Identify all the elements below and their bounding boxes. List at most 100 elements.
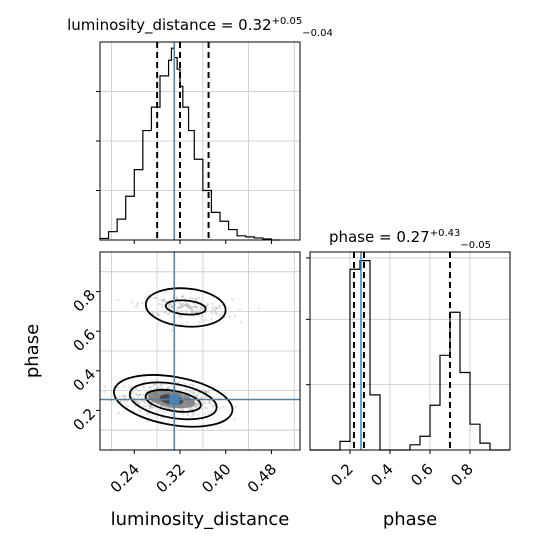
scatter-point [207, 390, 210, 393]
scatter-point [171, 306, 174, 309]
scatter-point [194, 311, 197, 314]
scatter-point [166, 387, 169, 390]
scatter-point [168, 303, 171, 306]
scatter-point [186, 391, 189, 394]
scatter-point [148, 403, 151, 406]
phase-title: phase = 0.27+0.43−0.05 [329, 228, 491, 251]
scatter-point [159, 385, 163, 388]
scatter-point [181, 302, 184, 305]
phase-xtick-label-1: 0.4 [367, 460, 397, 490]
scatter-point [196, 310, 199, 313]
scatter-point [150, 406, 153, 409]
scatter-point [149, 404, 152, 407]
scatter-point [191, 297, 194, 300]
scatter-point [234, 314, 237, 317]
scatter-point [188, 390, 191, 393]
scatter-point [195, 404, 198, 407]
scatter-point [204, 412, 207, 415]
scatter-point [189, 297, 192, 300]
scatter-point [177, 306, 180, 309]
scatter-point [196, 402, 199, 405]
scatter-point [131, 409, 135, 412]
scatter-point [195, 395, 198, 398]
scatter-point [167, 406, 170, 410]
luminosity-distance-title-upper: +0.05 [272, 16, 303, 27]
scatter-point [205, 395, 208, 398]
scatter-point [180, 303, 183, 306]
scatter-point [134, 387, 138, 390]
scatter-point [211, 312, 214, 315]
scatter-point [194, 305, 197, 308]
scatter-point [198, 308, 202, 312]
phase-xtick-label-0: 0.2 [327, 460, 357, 490]
scatter-point [131, 301, 134, 304]
scatter-point [159, 405, 163, 408]
scatter-point [186, 306, 189, 309]
scatter-point [167, 304, 171, 307]
scatter-point [188, 306, 191, 309]
joint-density-panel: 0.24 0.32 0.40 0.48 0.2 0.4 0.6 0.8 [69, 251, 301, 496]
luminosity-distance-histogram-panel [96, 41, 301, 244]
scatter-point [136, 301, 139, 305]
scatter-point [191, 407, 194, 410]
scatter-point [190, 311, 193, 314]
scatter-point [195, 311, 198, 314]
scatter-point [201, 318, 204, 321]
scatter-point [149, 404, 153, 407]
scatter-point [166, 313, 170, 316]
scatter-point [186, 304, 190, 307]
scatter-point [103, 390, 106, 394]
scatter-point [216, 312, 219, 315]
scatter-point [192, 392, 195, 395]
phase-xtick-label-3: 0.8 [447, 460, 477, 490]
scatter-point [204, 406, 207, 409]
scatter-point [189, 383, 192, 386]
scatter-point [191, 414, 194, 418]
scatter-point [153, 383, 156, 386]
scatter-point [215, 307, 218, 310]
scatter-point [194, 306, 197, 309]
scatter-point [175, 296, 178, 299]
scatter-point [181, 408, 184, 412]
scatter-point [137, 389, 141, 392]
scatter-point [200, 305, 203, 308]
scatter-point [176, 385, 179, 388]
scatter-point [164, 291, 167, 294]
scatter-point [194, 298, 197, 301]
scatter-point [168, 386, 171, 389]
scatter-point [151, 311, 154, 314]
scatter-point [162, 311, 165, 314]
scatter-point [151, 406, 155, 409]
phase-ytick-label-1: 0.4 [69, 365, 99, 395]
scatter-point [128, 386, 131, 389]
scatter-point [191, 310, 194, 313]
scatter-point [162, 297, 165, 300]
scatter-point [196, 297, 199, 300]
phase-ytick-label-0: 0.2 [69, 405, 99, 435]
scatter-point [117, 411, 121, 415]
scatter-point [201, 307, 204, 310]
scatter-point [187, 305, 191, 308]
contour-secondary-1 [164, 299, 207, 316]
scatter-point [185, 304, 188, 307]
scatter-point [185, 302, 188, 305]
scatter-point [168, 306, 171, 309]
phase-histogram-step [310, 260, 510, 451]
scatter-point [194, 394, 197, 397]
scatter-point [200, 397, 203, 400]
scatter-point [161, 300, 164, 303]
scatter-point [194, 405, 198, 408]
scatter-point [187, 306, 190, 309]
scatter-point [189, 406, 193, 409]
luminosity-distance-title: luminosity_distance = 0.32+0.05−0.04 [67, 16, 333, 39]
scatter-point [117, 299, 120, 302]
scatter-point [195, 307, 198, 310]
scatter-point [148, 386, 151, 389]
scatter-point [162, 405, 165, 408]
scatter-point [180, 304, 183, 307]
scatter-point [197, 310, 200, 313]
scatter-point [168, 312, 171, 315]
scatter-point [186, 414, 189, 417]
scatter-point [200, 307, 203, 310]
